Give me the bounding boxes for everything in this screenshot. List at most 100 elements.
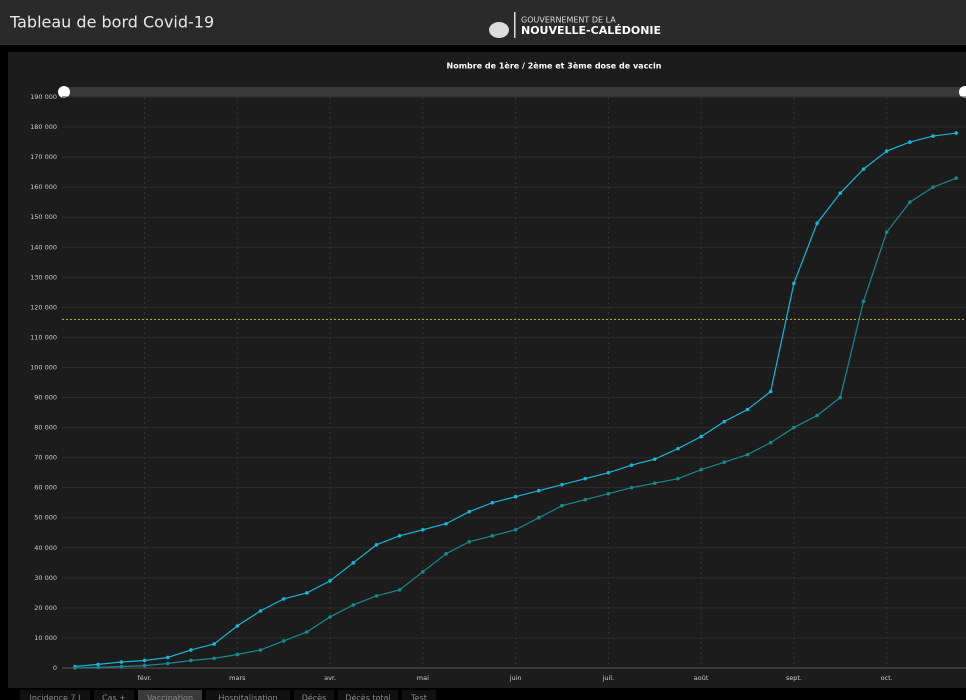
y-tick-label: 120 000 (30, 303, 57, 311)
logo-divider (514, 12, 516, 38)
series-point (142, 663, 147, 668)
tab-label[interactable]: Vaccination (147, 694, 193, 700)
tab[interactable] (94, 690, 134, 700)
series-point (305, 591, 309, 595)
range-slider[interactable] (62, 87, 966, 97)
tab[interactable] (402, 690, 436, 700)
series-point (768, 389, 773, 394)
y-tick-label: 60 000 (34, 484, 57, 492)
y-tick-label: 0 (53, 664, 57, 672)
x-tick-label: juin (509, 674, 522, 682)
series-point (768, 440, 773, 445)
series-point (142, 658, 147, 663)
series-point (444, 552, 448, 556)
series-point (583, 476, 587, 481)
x-tick-label: oct. (881, 674, 893, 682)
series-point (861, 299, 866, 304)
series-point (838, 395, 843, 400)
x-tick-label: mai (417, 674, 429, 682)
series-point (513, 494, 518, 499)
series-point (722, 419, 727, 424)
y-tick-label: 70 000 (34, 454, 57, 462)
tab[interactable] (206, 690, 290, 700)
series-point (792, 281, 796, 286)
series-point (235, 624, 240, 628)
series-point (374, 542, 379, 547)
series-point (490, 500, 495, 505)
x-tick-label: avr. (324, 674, 336, 682)
series-point (421, 570, 425, 574)
tab[interactable] (294, 690, 334, 700)
header-bar (0, 0, 966, 45)
series-point (513, 527, 518, 532)
tab[interactable] (138, 690, 202, 700)
logo-icon (489, 22, 509, 38)
logo-line2: NOUVELLE-CALÉDONIE (521, 24, 661, 37)
tab[interactable] (20, 690, 90, 700)
series-point (281, 639, 286, 643)
x-tick-label: mars (229, 674, 246, 682)
tab-label[interactable]: Décès total (345, 693, 390, 700)
series-point (212, 642, 216, 646)
series-point (954, 131, 959, 135)
series-point (908, 200, 912, 204)
series-point (606, 470, 611, 475)
chart-panel (8, 52, 966, 688)
tab-label[interactable]: Test (410, 694, 427, 700)
chart-title: Nombre de 1ère / 2ème et 3ème dose de va… (447, 61, 662, 71)
series-point (954, 176, 959, 180)
y-tick-label: 180 000 (30, 123, 57, 131)
series-point (699, 434, 703, 439)
series-point (560, 503, 564, 508)
series-point (838, 191, 843, 195)
series-point (490, 533, 495, 538)
tab[interactable] (338, 690, 398, 700)
slider-handle-left[interactable] (58, 86, 70, 98)
series-point (560, 482, 564, 487)
y-tick-label: 50 000 (34, 514, 57, 522)
series-point (606, 491, 611, 496)
series-point (165, 661, 170, 666)
x-tick-label: sept. (786, 674, 802, 682)
series-point (421, 527, 425, 532)
series-point (815, 413, 819, 418)
series-point (258, 609, 263, 613)
slider-handle-right[interactable] (959, 86, 966, 98)
series-point (119, 660, 124, 664)
series-point (699, 467, 703, 472)
tab-label[interactable]: Décès (302, 693, 327, 700)
series-point (328, 579, 332, 583)
tab-label[interactable]: Hospitalisation (218, 694, 277, 700)
series-point (884, 149, 889, 153)
series-point (258, 648, 263, 652)
y-tick-label: 150 000 (30, 213, 57, 221)
series-point (96, 662, 100, 667)
y-tick-label: 130 000 (30, 273, 57, 281)
series-point (328, 615, 332, 619)
series-point (281, 597, 286, 601)
y-tick-label: 10 000 (34, 634, 57, 642)
series-point (235, 652, 240, 657)
tab-label[interactable]: Incidence 7 J (30, 694, 81, 700)
y-tick-label: 190 000 (30, 93, 57, 101)
series-point (467, 509, 472, 514)
tab-label[interactable]: Cas + (102, 694, 126, 700)
series-point (931, 185, 935, 189)
y-tick-label: 20 000 (34, 604, 57, 612)
series-point (374, 594, 379, 598)
y-tick-label: 80 000 (34, 424, 57, 432)
series-point (189, 648, 193, 652)
series-point (908, 140, 912, 144)
series-point (792, 425, 796, 430)
logo: GOUVERNEMENT DE LA NOUVELLE-CALÉDONIE (489, 12, 661, 38)
series-point (931, 134, 935, 138)
y-tick-label: 100 000 (30, 363, 57, 371)
logo-line1: GOUVERNEMENT DE LA (521, 16, 616, 25)
series-point (652, 457, 657, 461)
series-point (745, 452, 750, 457)
y-tick-label: 30 000 (34, 574, 57, 582)
x-tick-label: févr. (137, 674, 151, 682)
series-point (537, 488, 541, 493)
